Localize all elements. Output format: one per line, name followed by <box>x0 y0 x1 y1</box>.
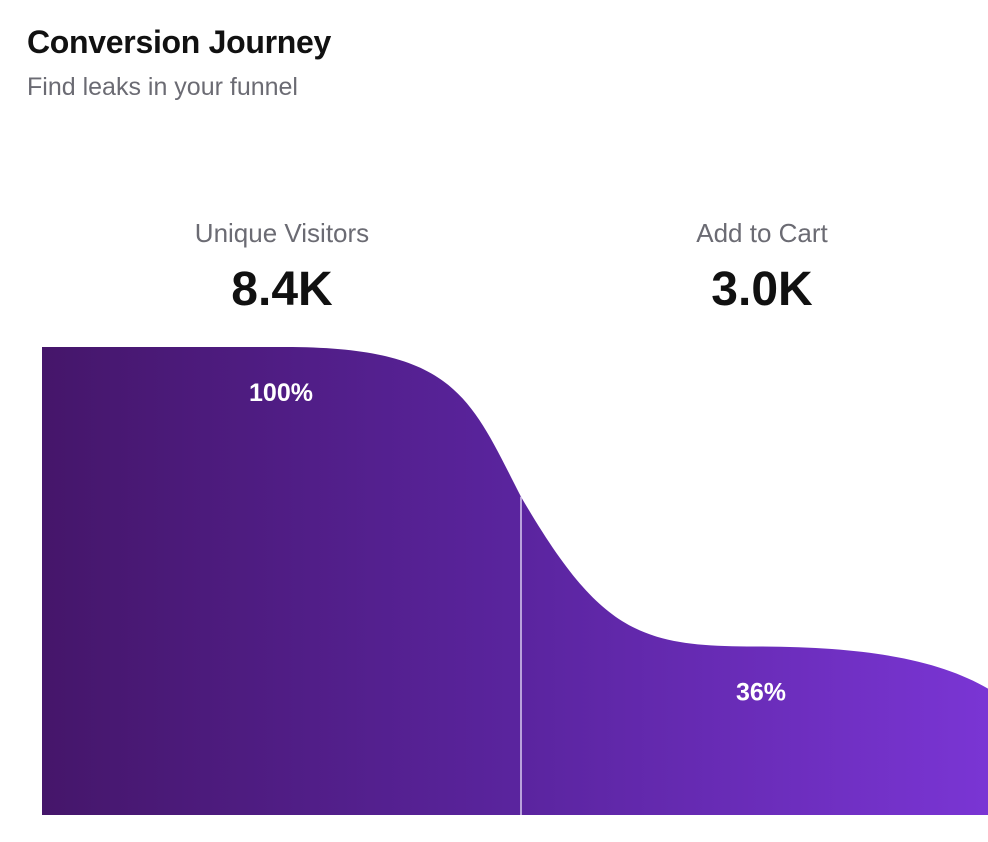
chart-header: Conversion Journey Find leaks in your fu… <box>27 22 331 102</box>
stage-header-add-to-cart: Add to Cart 3.0K <box>612 216 912 318</box>
stage-percent-label: 100% <box>249 379 313 407</box>
chart-subtitle: Find leaks in your funnel <box>27 73 298 101</box>
funnel-area <box>42 347 988 815</box>
stage-percent-label: 36% <box>736 679 786 707</box>
stage-header-unique-visitors: Unique Visitors 8.4K <box>132 216 432 318</box>
stage-value: 3.0K <box>711 263 813 316</box>
stage-value: 8.4K <box>231 263 333 316</box>
chart-title: Conversion Journey <box>27 24 332 60</box>
stage-label: Unique Visitors <box>194 218 370 248</box>
stage-label: Add to Cart <box>696 218 828 248</box>
